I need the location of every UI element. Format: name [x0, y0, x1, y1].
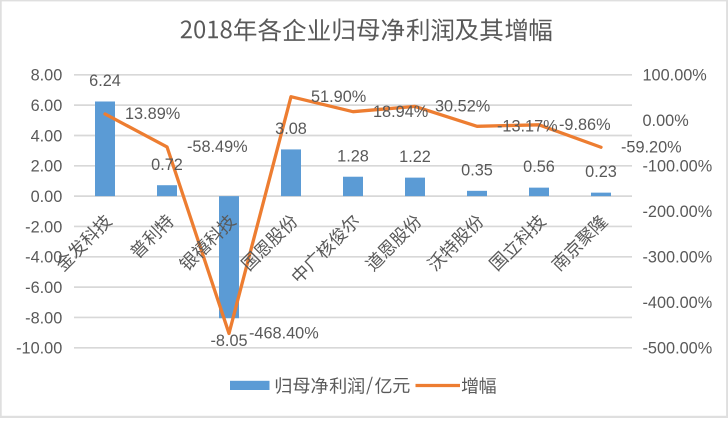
- svg-text:18.94%: 18.94%: [373, 103, 428, 121]
- svg-text:1.28: 1.28: [337, 147, 369, 165]
- svg-text:-4.00: -4.00: [25, 249, 62, 267]
- svg-text:-400.00%: -400.00%: [643, 294, 713, 312]
- svg-text:6.00: 6.00: [31, 97, 63, 115]
- svg-text:-300.00%: -300.00%: [643, 249, 713, 267]
- svg-text:-6.00: -6.00: [25, 279, 62, 297]
- svg-text:-2.00: -2.00: [25, 218, 62, 236]
- svg-text:1.22: 1.22: [399, 148, 431, 166]
- svg-text:-8.05: -8.05: [210, 332, 247, 350]
- svg-text:-100.00%: -100.00%: [643, 158, 713, 176]
- svg-text:4.00: 4.00: [31, 127, 63, 145]
- svg-text:13.89%: 13.89%: [125, 105, 180, 123]
- svg-text:-468.40%: -468.40%: [249, 325, 319, 343]
- svg-text:-59.20%: -59.20%: [621, 138, 682, 156]
- svg-text:-58.49%: -58.49%: [187, 138, 248, 156]
- svg-text:2.00: 2.00: [31, 158, 63, 176]
- svg-text:0.72: 0.72: [151, 156, 183, 174]
- svg-text:0.35: 0.35: [461, 161, 493, 179]
- svg-text:-200.00%: -200.00%: [643, 203, 713, 221]
- svg-text:30.52%: 30.52%: [435, 98, 490, 116]
- svg-text:-10.00: -10.00: [16, 340, 62, 358]
- svg-text:0.00: 0.00: [31, 188, 63, 206]
- svg-text:6.24: 6.24: [89, 72, 121, 90]
- svg-text:-500.00%: -500.00%: [643, 340, 713, 358]
- svg-text:-9.86%: -9.86%: [559, 116, 611, 134]
- svg-text:0.00%: 0.00%: [643, 112, 689, 130]
- svg-text:0.56: 0.56: [523, 158, 555, 176]
- svg-text:8.00: 8.00: [31, 67, 63, 85]
- svg-text:-8.00: -8.00: [25, 309, 62, 327]
- svg-text:0.23: 0.23: [585, 163, 617, 181]
- svg-text:3.08: 3.08: [275, 120, 307, 138]
- svg-text:51.90%: 51.90%: [311, 88, 366, 106]
- svg-text:100.00%: 100.00%: [643, 67, 707, 85]
- svg-text:-13.17%: -13.17%: [497, 117, 558, 135]
